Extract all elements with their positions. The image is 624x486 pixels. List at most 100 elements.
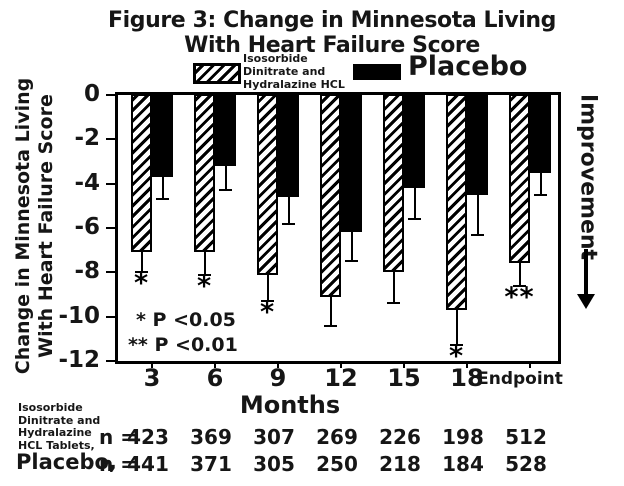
error-bar-placebo-6 [224, 165, 227, 191]
n-value-treatment-Endpoint: 512 [505, 425, 547, 449]
x-tick-9 [277, 362, 279, 368]
error-cap-treatment-9 [261, 300, 274, 303]
error-bar-treatment-Endpoint [518, 263, 521, 286]
significance-note-2: ** P <0.01 [128, 334, 238, 356]
error-bar-treatment-12 [329, 296, 332, 326]
improvement-arrow-line [584, 249, 588, 295]
improvement-label: Improvement [575, 93, 601, 261]
error-cap-placebo-6 [219, 189, 232, 192]
bar-placebo-6 [215, 95, 236, 166]
y-tick--8 [106, 271, 115, 274]
n-value-treatment-3: 423 [127, 425, 169, 449]
significance-1-18: * [448, 341, 465, 373]
x-tick-label-15: 15 [387, 364, 421, 392]
error-bar-placebo-9 [287, 196, 290, 224]
y-tick--4 [106, 182, 115, 185]
n-prefix-treatment: n = [99, 425, 137, 449]
y-tick-0 [106, 94, 115, 96]
n-value-treatment-18: 198 [442, 425, 484, 449]
n-value-placebo-9: 305 [253, 452, 295, 476]
significance-note-1: * P <0.05 [136, 309, 236, 331]
x-tick-12 [340, 362, 342, 368]
legend-placebo-label: Placebo [408, 51, 528, 82]
x-tick-label-12: 12 [324, 364, 358, 392]
x-tick-label-18: 18 [450, 364, 484, 392]
bar-placebo-15 [404, 95, 425, 189]
bar-placebo-3 [152, 95, 173, 178]
y-axis-title: Change in Minnesota Living With Heart Fa… [12, 78, 58, 374]
significance-1-3: * [133, 268, 150, 300]
error-bar-treatment-9 [266, 274, 269, 302]
error-cap-placebo-Endpoint [534, 193, 547, 196]
n-value-treatment-9: 307 [253, 425, 295, 449]
error-bar-treatment-3 [140, 252, 143, 273]
bar-placebo-12 [341, 95, 362, 233]
significance-legend: * P <0.05 ** P <0.01 [128, 308, 238, 358]
n-value-treatment-12: 269 [316, 425, 358, 449]
error-bar-treatment-6 [203, 252, 206, 275]
error-bar-treatment-18 [455, 310, 458, 346]
n-value-placebo-3: 441 [127, 452, 169, 476]
error-bar-placebo-3 [161, 177, 164, 200]
bar-placebo-Endpoint [530, 95, 551, 173]
error-bar-treatment-15 [392, 272, 395, 304]
error-bar-placebo-18 [476, 194, 479, 235]
error-cap-placebo-15 [408, 218, 421, 221]
error-cap-placebo-18 [471, 233, 484, 236]
error-cap-treatment-Endpoint [513, 284, 526, 287]
figure-title-line1: Figure 3: Change in Minnesota Living [107, 8, 557, 33]
bar-treatment-9 [257, 95, 278, 275]
n-value-placebo-15: 218 [379, 452, 421, 476]
n-value-placebo-12: 250 [316, 452, 358, 476]
significance-1-6: * [196, 270, 213, 302]
significance-2-Endpoint: ** [504, 281, 535, 313]
n-value-placebo-Endpoint: 528 [505, 452, 547, 476]
error-cap-placebo-3 [156, 198, 169, 201]
error-cap-placebo-12 [345, 260, 358, 263]
y-axis-title-line1: Change in Minnesota Living [12, 77, 34, 375]
y-tick--6 [106, 227, 115, 229]
error-cap-treatment-3 [135, 271, 148, 274]
x-tick-15 [403, 362, 405, 368]
bar-treatment-Endpoint [509, 95, 530, 264]
x-tick-18 [466, 362, 468, 368]
y-tick-label--6: -6 [74, 214, 100, 240]
n-row-placebo-label: Placebo, [16, 450, 117, 474]
x-tick-Endpoint [529, 362, 531, 368]
significance-1-9: * [259, 297, 276, 329]
y-tick-label--8: -8 [74, 258, 100, 285]
y-tick-label--10: -10 [58, 302, 100, 329]
n-value-placebo-18: 184 [442, 452, 484, 476]
x-tick-label-6: 6 [206, 364, 224, 392]
x-tick-6 [214, 362, 216, 368]
n-prefix-placebo: n = [99, 452, 137, 476]
error-cap-treatment-12 [324, 324, 337, 327]
figure-title: Figure 3: Change in Minnesota Living Wit… [40, 8, 624, 58]
n-value-treatment-6: 369 [190, 425, 232, 449]
n-value-treatment-15: 226 [379, 425, 421, 449]
y-tick--2 [106, 138, 115, 141]
error-bar-placebo-15 [413, 188, 416, 220]
bar-treatment-6 [194, 95, 215, 253]
y-tick-label--4: -4 [74, 169, 100, 196]
legend-placebo-swatch-icon [353, 64, 401, 80]
error-bar-placebo-12 [350, 232, 353, 262]
bar-treatment-18 [446, 95, 467, 311]
y-axis-title-line2: With Heart Failure Score [35, 94, 57, 358]
legend-treatment-swatch-icon [193, 63, 241, 84]
figure-title-line2: With Heart Failure Score [184, 33, 480, 58]
y-tick--10 [106, 315, 115, 318]
y-tick-label--12: -12 [58, 347, 100, 373]
bar-treatment-3 [131, 95, 152, 253]
x-axis-title: Months [239, 391, 341, 419]
bar-treatment-15 [383, 95, 404, 273]
plot-area: 0 -2 -4 -6 -8 -10 -12 * * * * ** [58, 81, 561, 373]
error-cap-treatment-15 [387, 302, 400, 305]
y-tick--12 [106, 360, 115, 362]
y-tick-label-0: 0 [83, 81, 100, 107]
x-tick-label-Endpoint: Endpoint [477, 369, 563, 389]
x-tick-label-9: 9 [269, 364, 287, 392]
n-value-placebo-6: 371 [190, 452, 232, 476]
bar-placebo-18 [467, 95, 488, 195]
